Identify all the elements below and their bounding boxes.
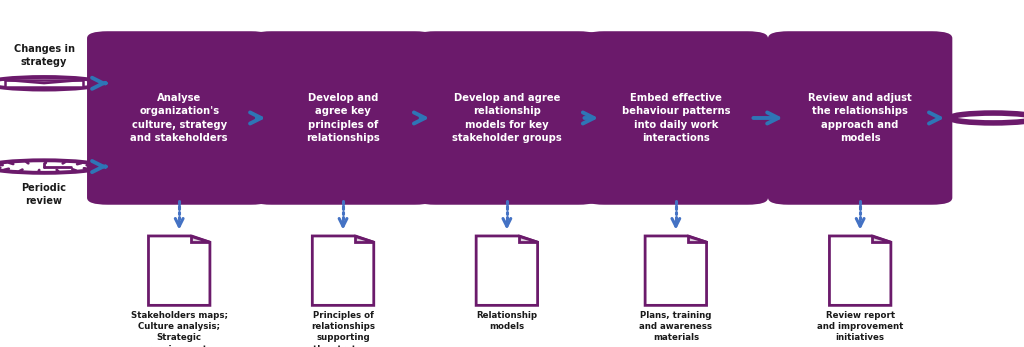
- FancyBboxPatch shape: [251, 31, 435, 205]
- Text: Develop and agree
relationship
models for key
stakeholder groups: Develop and agree relationship models fo…: [452, 93, 562, 143]
- FancyBboxPatch shape: [768, 31, 952, 205]
- FancyBboxPatch shape: [415, 31, 599, 205]
- Bar: [4, 80, 83, 87]
- Polygon shape: [355, 236, 374, 242]
- Polygon shape: [148, 236, 210, 305]
- Polygon shape: [312, 236, 374, 305]
- Text: Changes in
strategy: Changes in strategy: [13, 44, 75, 67]
- FancyBboxPatch shape: [584, 31, 768, 205]
- Polygon shape: [688, 236, 707, 242]
- Text: Analyse
organization's
culture, strategy
and stakeholders: Analyse organization's culture, strategy…: [130, 93, 228, 143]
- Polygon shape: [645, 236, 707, 305]
- Text: Plans, training
and awareness
materials: Plans, training and awareness materials: [639, 311, 713, 342]
- Text: Relationship
models: Relationship models: [476, 311, 538, 331]
- Polygon shape: [519, 236, 538, 242]
- Polygon shape: [829, 236, 891, 305]
- Text: Principles of
relationships
supporting
the strategy: Principles of relationships supporting t…: [311, 311, 375, 347]
- Polygon shape: [191, 236, 210, 242]
- Text: Stakeholders maps;
Culture analysis;
Strategic
requirements: Stakeholders maps; Culture analysis; Str…: [131, 311, 227, 347]
- Text: Periodic
review: Periodic review: [22, 183, 67, 206]
- Text: Develop and
agree key
principles of
relationships: Develop and agree key principles of rela…: [306, 93, 380, 143]
- Text: Review report
and improvement
initiatives: Review report and improvement initiative…: [817, 311, 903, 342]
- Polygon shape: [872, 236, 891, 242]
- FancyBboxPatch shape: [87, 31, 271, 205]
- Polygon shape: [476, 236, 538, 305]
- Text: Review and adjust
the relationships
approach and
models: Review and adjust the relationships appr…: [808, 93, 912, 143]
- Text: Embed effective
behaviour patterns
into daily work
interactions: Embed effective behaviour patterns into …: [622, 93, 730, 143]
